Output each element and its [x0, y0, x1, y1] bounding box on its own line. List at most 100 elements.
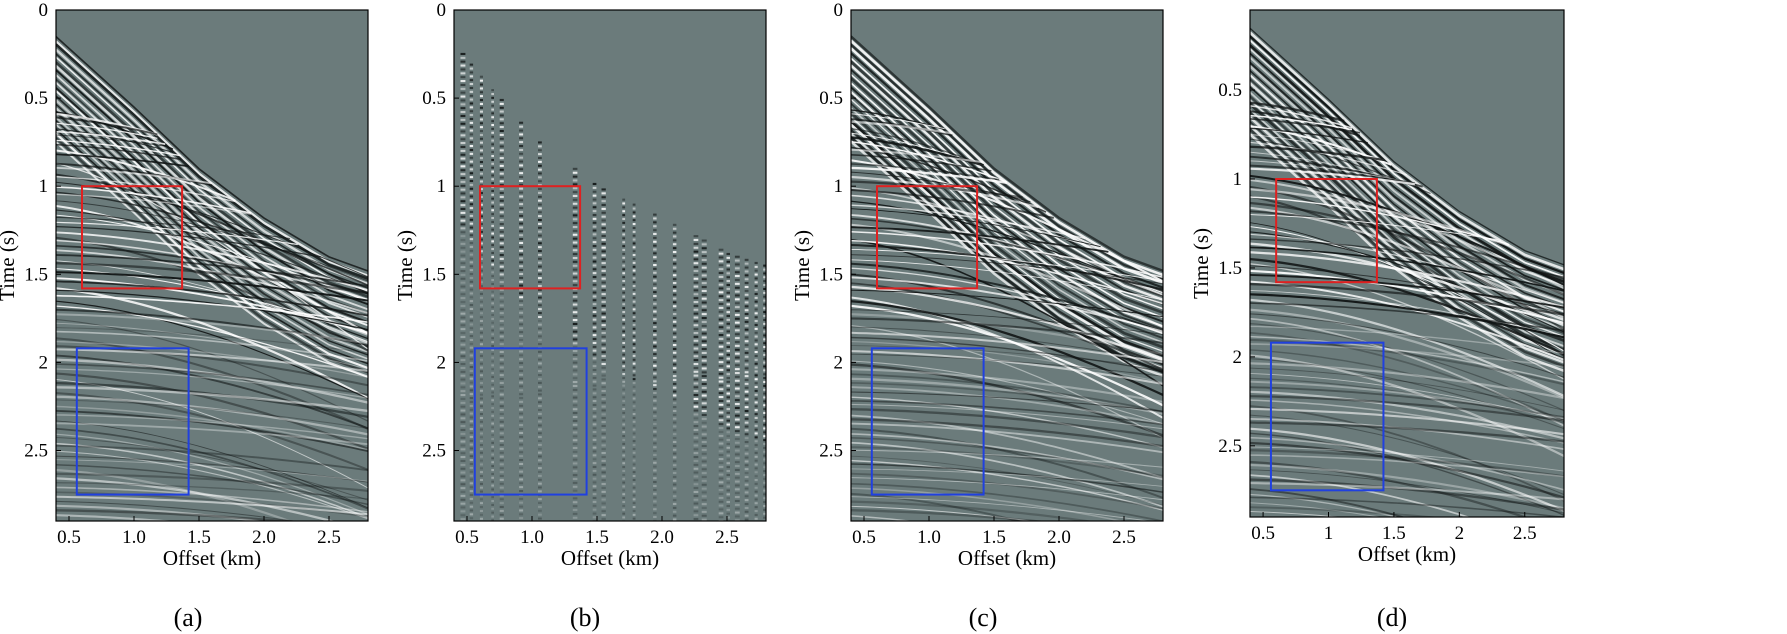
- trace-sample: [701, 386, 707, 389]
- trace-sample: [622, 489, 626, 492]
- trace-sample: [519, 459, 524, 462]
- trace-sample: [491, 116, 494, 119]
- trace-sample: [754, 463, 758, 466]
- trace-sample: [754, 517, 758, 520]
- trace-sample: [701, 402, 707, 405]
- trace-sample: [572, 508, 578, 511]
- trace-sample: [491, 135, 494, 138]
- reflection-event: [56, 459, 368, 482]
- trace-sample: [734, 387, 740, 390]
- y-tick-label: 2.5: [819, 441, 843, 462]
- trace-sample: [763, 470, 766, 473]
- trace-sample: [601, 231, 606, 234]
- y-tick-label: 0: [437, 0, 447, 21]
- trace-sample: [572, 415, 578, 418]
- trace-sample: [622, 318, 626, 321]
- trace-sample: [491, 259, 494, 262]
- trace-sample: [592, 229, 597, 232]
- trace-sample: [653, 481, 657, 484]
- trace-sample: [491, 391, 494, 394]
- trace-sample: [693, 262, 699, 265]
- trace-sample: [469, 179, 474, 182]
- trace-sample: [460, 281, 466, 284]
- trace-sample: [572, 446, 578, 449]
- trace-sample: [622, 473, 626, 476]
- trace-sample: [622, 287, 626, 290]
- reflection-event: [851, 204, 1086, 240]
- trace-sample: [622, 299, 626, 302]
- trace-sample: [479, 83, 483, 86]
- trace-sample: [601, 242, 606, 245]
- trace-sample: [632, 288, 636, 291]
- trace-sample: [460, 262, 466, 265]
- trace-sample: [622, 485, 626, 488]
- trace-sample: [469, 482, 474, 485]
- trace-sample: [632, 343, 636, 346]
- trace-sample: [519, 265, 524, 268]
- trace-sample: [572, 400, 578, 403]
- trace-sample: [754, 405, 758, 408]
- trace-sample: [519, 381, 524, 384]
- trace-sample: [693, 463, 699, 466]
- trace-sample: [726, 454, 730, 457]
- trace-sample: [672, 452, 677, 455]
- trace-sample: [519, 342, 524, 345]
- reflection-event: [1250, 488, 1406, 517]
- trace-sample: [672, 468, 677, 471]
- trace-sample: [726, 446, 730, 449]
- trace-sample: [653, 333, 657, 336]
- trace-sample: [499, 273, 504, 276]
- trace-sample: [538, 339, 542, 342]
- trace-sample: [538, 319, 542, 322]
- trace-sample: [601, 324, 606, 327]
- trace-sample: [491, 484, 494, 487]
- trace-sample: [744, 297, 749, 300]
- trace-sample: [718, 477, 724, 480]
- trace-sample: [622, 353, 626, 356]
- trace-sample: [538, 486, 542, 489]
- trace-sample: [460, 382, 466, 385]
- seismic-events: [1250, 27, 1564, 517]
- trace-sample: [592, 458, 597, 461]
- trace-sample: [653, 465, 657, 468]
- trace-sample: [519, 145, 524, 148]
- trace-sample: [499, 381, 504, 384]
- trace-sample: [499, 451, 504, 454]
- trace-sample: [601, 297, 606, 300]
- reflection-event: [1250, 118, 1361, 134]
- trace-sample: [601, 455, 606, 458]
- trace-sample: [460, 316, 466, 319]
- trace-sample: [632, 362, 636, 365]
- trace-sample: [499, 389, 504, 392]
- trace-sample: [601, 304, 606, 307]
- trace-sample: [491, 100, 494, 103]
- trace-sample: [653, 275, 657, 278]
- reflection-event: [56, 414, 368, 440]
- reflection-event: [851, 154, 992, 172]
- trace-sample: [460, 176, 466, 179]
- trace-sample: [469, 83, 474, 86]
- trace-sample: [601, 405, 606, 408]
- trace-sample: [763, 388, 766, 391]
- trace-sample: [701, 429, 707, 432]
- reflection-event: [1250, 325, 1564, 355]
- trace-sample: [744, 371, 749, 374]
- trace-sample: [592, 516, 597, 519]
- trace-sample: [592, 341, 597, 344]
- trace-sample: [469, 137, 474, 140]
- trace-sample: [601, 370, 606, 373]
- trace-sample: [479, 199, 483, 202]
- trace-sample: [479, 455, 483, 458]
- trace-sample: [754, 296, 758, 299]
- y-tick-label: 0.5: [422, 88, 446, 109]
- trace-sample: [460, 188, 466, 191]
- trace-sample: [653, 422, 657, 425]
- trace-sample: [460, 347, 466, 350]
- trace-sample: [693, 343, 699, 346]
- trace-sample: [499, 215, 504, 218]
- trace-sample: [653, 434, 657, 437]
- trace-sample: [469, 490, 474, 493]
- trace-sample: [734, 511, 740, 514]
- trace-sample: [592, 392, 597, 395]
- trace-sample: [572, 226, 578, 229]
